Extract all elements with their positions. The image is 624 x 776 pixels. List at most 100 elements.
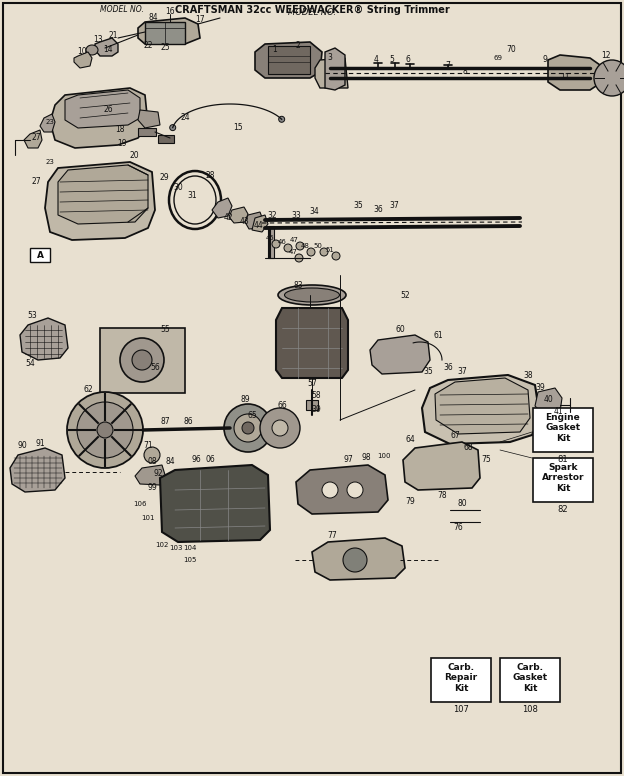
Bar [268,46,310,74]
Bar [145,22,185,44]
Text: 08: 08 [147,458,157,466]
Bar [30,248,50,262]
Polygon shape [370,335,430,374]
Text: 71: 71 [143,442,153,451]
Text: 64: 64 [405,435,415,445]
Text: 27: 27 [31,178,41,186]
Text: 7: 7 [446,61,451,71]
Text: 96: 96 [191,456,201,465]
Circle shape [295,254,303,262]
Text: 39: 39 [535,383,545,393]
Text: 103: 103 [169,545,183,551]
Text: 60: 60 [395,325,405,334]
Text: 101: 101 [141,515,155,521]
Text: 48: 48 [301,243,310,249]
Circle shape [97,422,113,438]
Text: 106: 106 [134,501,147,507]
Text: 62: 62 [83,386,93,394]
Bar [533,458,593,502]
Text: 15: 15 [233,123,243,133]
Text: 97: 97 [343,456,353,465]
Text: 65: 65 [247,411,257,420]
Text: 18: 18 [115,126,125,134]
Text: 30: 30 [173,183,183,192]
Text: 20: 20 [129,151,139,161]
Circle shape [272,240,280,248]
Text: 75: 75 [481,456,491,465]
Text: 90: 90 [17,442,27,451]
Text: 87: 87 [160,417,170,427]
Text: 86: 86 [183,417,193,427]
Text: 36: 36 [373,206,383,214]
Polygon shape [315,58,348,88]
Circle shape [296,242,304,250]
Text: 32: 32 [267,210,277,220]
Text: 91: 91 [35,439,45,449]
Text: 50: 50 [314,243,323,249]
Text: 54: 54 [25,359,35,368]
Circle shape [77,402,133,458]
Text: 77: 77 [327,531,337,539]
Text: 2: 2 [296,41,300,50]
Text: 24: 24 [180,113,190,123]
Circle shape [170,125,176,130]
Polygon shape [20,318,68,360]
Polygon shape [229,207,248,223]
Text: 21: 21 [108,32,118,40]
Text: 13: 13 [93,36,103,44]
Text: 31: 31 [187,192,197,200]
Text: 40: 40 [543,396,553,404]
Polygon shape [212,198,232,218]
Polygon shape [138,18,200,44]
Text: 61: 61 [433,331,443,341]
Polygon shape [276,308,348,378]
Polygon shape [40,114,55,132]
Circle shape [594,60,624,96]
Bar [533,408,593,452]
Text: 105: 105 [183,557,197,563]
Circle shape [343,548,367,572]
Bar [306,400,318,410]
Text: 69: 69 [494,55,502,61]
Text: 82: 82 [558,504,568,514]
Circle shape [242,422,254,434]
Circle shape [332,252,340,260]
Text: 11: 11 [560,74,570,82]
Text: 37: 37 [457,368,467,376]
Text: 34: 34 [309,207,319,217]
Polygon shape [252,215,268,232]
Text: 33: 33 [291,210,301,220]
Text: 45: 45 [266,235,275,241]
Text: 43: 43 [239,217,249,227]
Text: 4: 4 [374,56,378,64]
Text: 6: 6 [406,56,411,64]
Circle shape [320,248,328,256]
Text: 67: 67 [450,431,460,439]
Text: 89: 89 [240,396,250,404]
Ellipse shape [285,288,339,302]
Polygon shape [255,42,322,78]
Text: 27: 27 [31,133,41,143]
Text: MODEL NO.: MODEL NO. [100,5,144,14]
Text: 78: 78 [437,490,447,500]
Polygon shape [245,212,263,229]
Circle shape [279,116,285,123]
Text: 41: 41 [553,407,563,417]
Circle shape [347,482,363,498]
Text: 06: 06 [205,456,215,465]
Text: 53: 53 [27,311,37,320]
Polygon shape [50,88,148,148]
Polygon shape [296,465,388,514]
Text: 35: 35 [353,200,363,210]
Text: 55: 55 [160,325,170,334]
Polygon shape [312,538,405,580]
Text: 3: 3 [328,54,333,63]
Text: 108: 108 [522,705,538,713]
Text: 35: 35 [423,368,433,376]
Text: 56: 56 [150,363,160,372]
Text: 102: 102 [155,542,168,548]
Text: 57: 57 [307,379,317,387]
Circle shape [144,447,160,463]
Polygon shape [24,130,42,148]
Text: 29: 29 [159,172,169,182]
